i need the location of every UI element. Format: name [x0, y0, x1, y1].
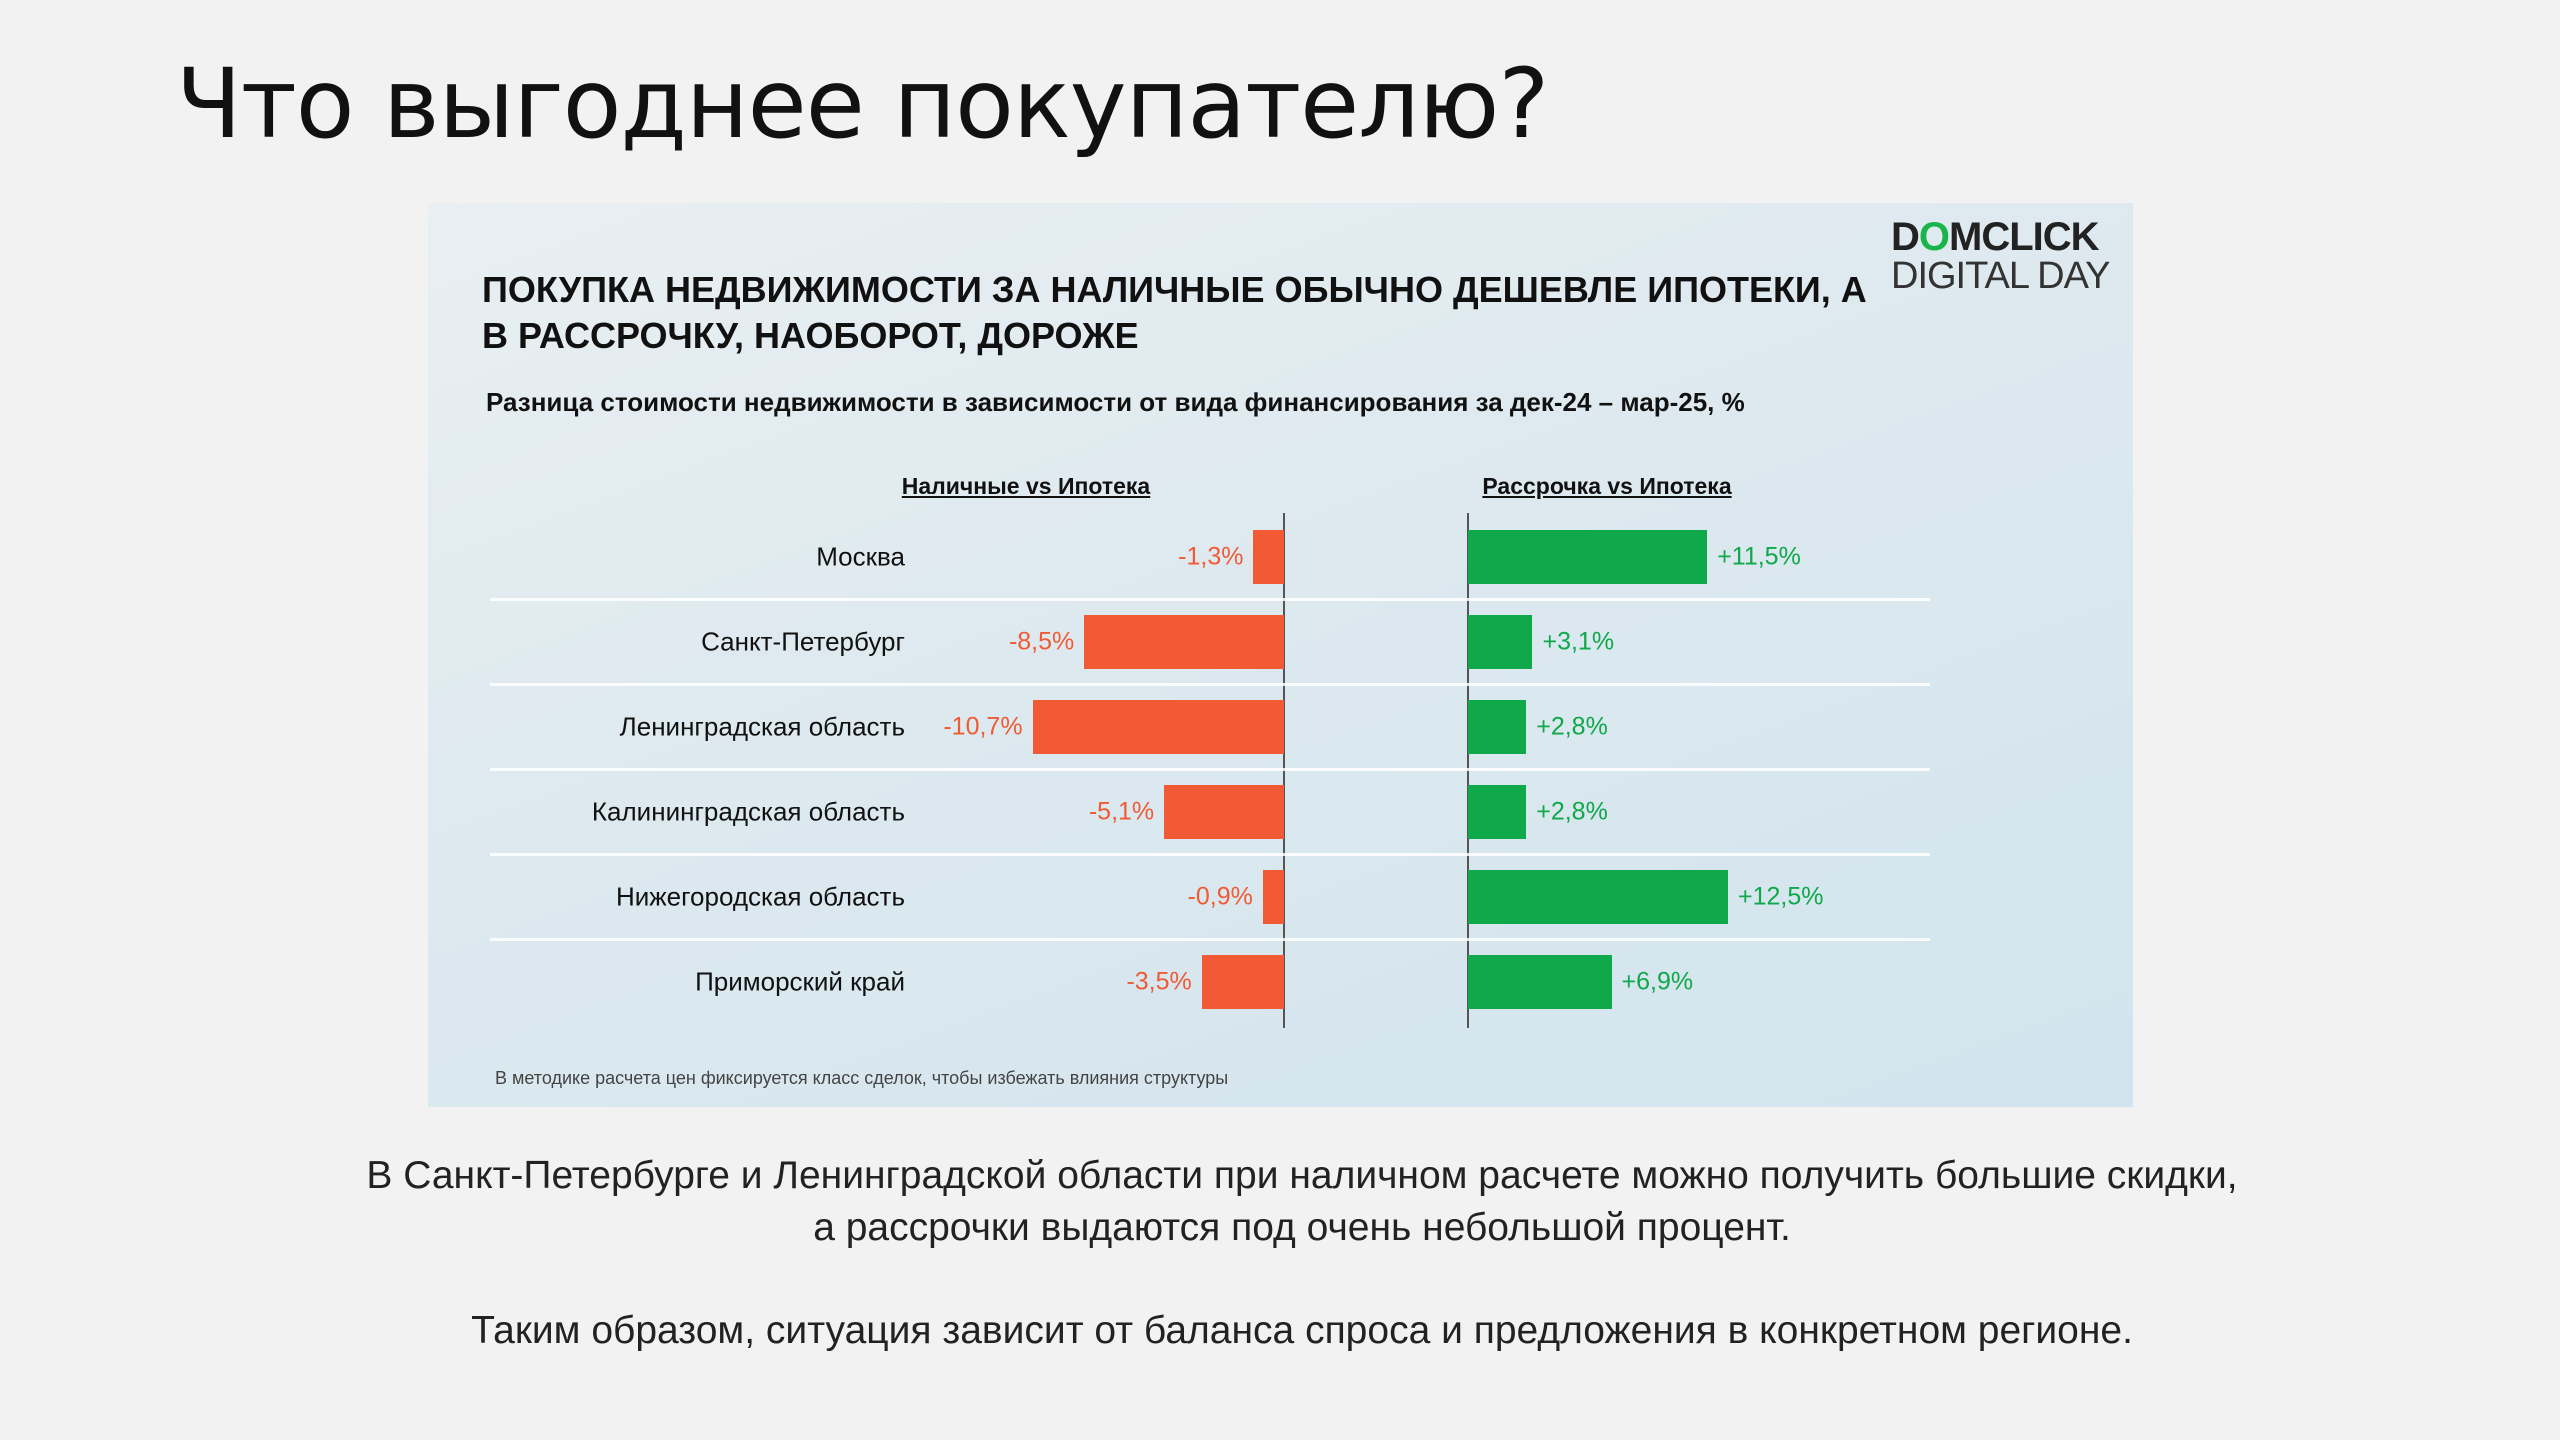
column-header-cash: Наличные vs Ипотека — [901, 473, 1151, 499]
value-label-installment: +6,9% — [1621, 967, 1694, 996]
bar-installment — [1468, 870, 1728, 924]
bar-installment — [1468, 615, 1533, 669]
bar-cash — [1262, 870, 1284, 924]
row-separator — [490, 598, 1930, 601]
body-text-line: Таким образом, ситуация зависит от балан… — [471, 1309, 2133, 1352]
bar-cash — [1253, 530, 1284, 584]
body-text-line: а рассрочки выдаются под очень небольшой… — [813, 1206, 1791, 1249]
bar-installment — [1468, 955, 1612, 1009]
logo-text: D — [1891, 215, 1920, 259]
category-label: Приморский край — [695, 966, 905, 997]
logo-subtext: DIGITAL DAY — [1891, 255, 2110, 297]
bar-cash — [1164, 785, 1284, 839]
bar-cash — [1201, 955, 1284, 1009]
row-separator — [490, 853, 1930, 856]
column-header-installment: Рассрочка vs Ипотека — [1482, 473, 1732, 499]
logo-text: MCLICK — [1949, 215, 2100, 259]
category-label: Санкт-Петербург — [701, 626, 905, 657]
category-label: Нижегородская область — [615, 881, 905, 912]
value-label-installment: +12,5% — [1738, 882, 1824, 911]
chart-title: ПОКУПКА НЕДВИЖИМОСТИ ЗА НАЛИЧНЫЕ ОБЫЧНО … — [482, 269, 1867, 356]
value-label-installment: +11,5% — [1717, 542, 1801, 571]
value-label-cash: -1,3% — [1178, 542, 1244, 571]
logo-text: O — [1918, 215, 1950, 259]
value-label-installment: +2,8% — [1536, 712, 1608, 741]
body-text-line: В Санкт-Петербурге и Ленинградской облас… — [366, 1154, 2238, 1197]
domclick-logo: DOMCLICK DIGITAL DAY — [1891, 215, 2110, 297]
bar-installment — [1468, 700, 1527, 754]
value-label-installment: +3,1% — [1542, 627, 1615, 656]
bar-cash — [1032, 700, 1284, 754]
value-label-cash: -0,9% — [1187, 882, 1253, 911]
chart-subtitle: Разница стоимости недвижимости в зависим… — [486, 387, 1745, 417]
value-label-cash: -8,5% — [1008, 627, 1075, 656]
slide-title: Что выгоднее покупателю? — [176, 48, 1549, 160]
bar-installment — [1468, 785, 1527, 839]
value-label-cash: -3,5% — [1126, 967, 1192, 996]
category-label: Калининградская область — [591, 796, 905, 827]
row-separator — [490, 683, 1930, 686]
chart-card: DOMCLICK DIGITAL DAY ПОКУПКА НЕДВИЖИМОСТ… — [428, 203, 2133, 1107]
footnote: В методике расчета цен фиксируется класс… — [495, 1068, 1229, 1088]
value-label-cash: -10,7% — [943, 712, 1023, 741]
row-separator — [490, 938, 1930, 941]
bar-installment — [1468, 530, 1708, 584]
category-label: Ленинградская область — [619, 711, 905, 742]
value-label-cash: -5,1% — [1088, 797, 1155, 826]
category-label: Москва — [816, 541, 905, 572]
row-separator — [490, 768, 1930, 771]
bar-cash — [1084, 615, 1284, 669]
value-label-installment: +2,8% — [1536, 797, 1608, 826]
